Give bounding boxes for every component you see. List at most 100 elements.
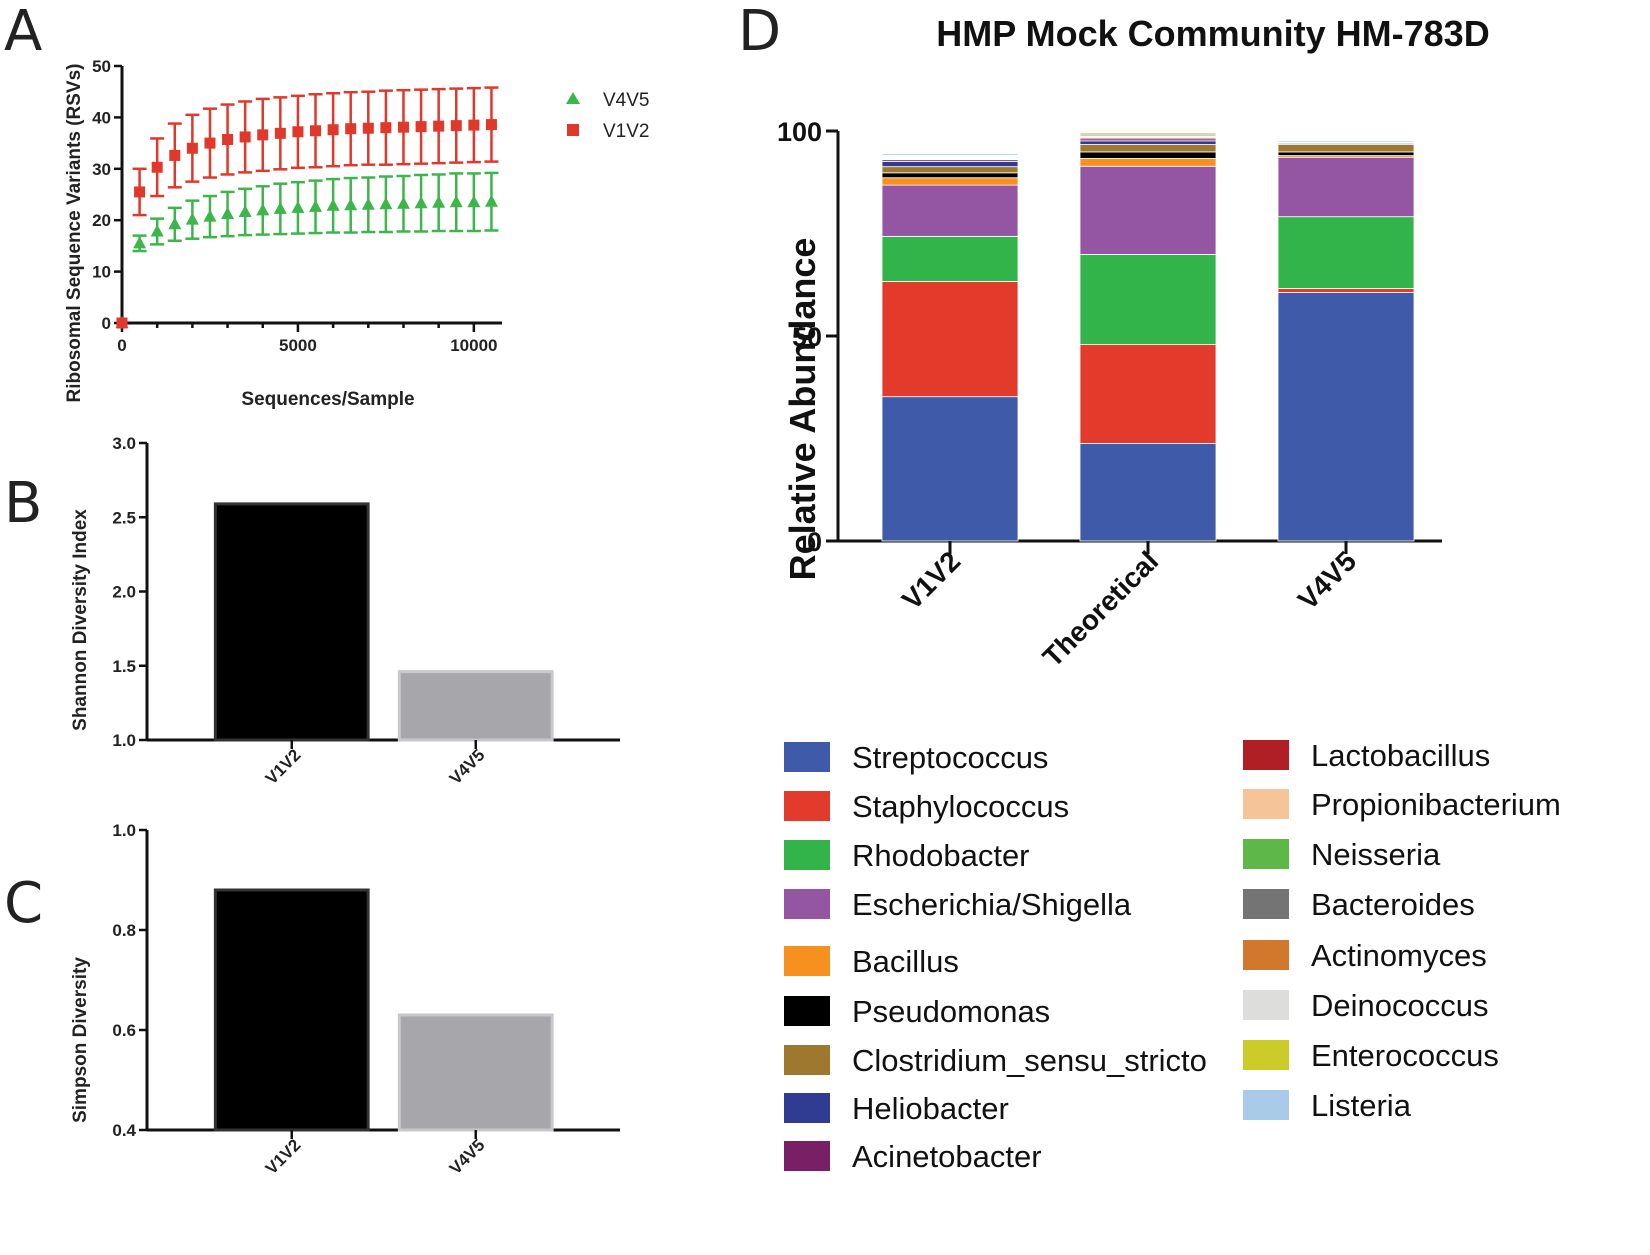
- segment-streptococcus: [881, 396, 1019, 542]
- legend-swatch-streptococcus: [784, 742, 830, 772]
- legend-marker-v4v5: [566, 92, 580, 104]
- panel-b-category-label: V4V5: [446, 745, 489, 788]
- legend-label-propionibacterium: Propionibacterium: [1311, 787, 1561, 822]
- panel-a-y-tick-label: 20: [92, 211, 111, 230]
- panel-b-y-tick-label: 2.5: [112, 508, 136, 527]
- legend-swatch-staphylococcus: [784, 791, 830, 821]
- segment-clostridium-sensu-stricto: [1079, 144, 1217, 153]
- panel-d-stacked-chart: HMP Mock Community HM-783D Relative Abun…: [777, 13, 1561, 1174]
- legend-swatch-escherichia-shigella: [784, 889, 830, 919]
- data-point: [134, 186, 146, 198]
- panel-c-bar-v4v5: [397, 1013, 554, 1132]
- data-point: [379, 197, 393, 210]
- panel-a-y-tick-label: 10: [92, 263, 111, 282]
- data-point: [309, 199, 323, 212]
- data-point: [256, 203, 270, 216]
- segment-staphylococcus: [1277, 288, 1415, 293]
- segment-pseudomonas: [881, 172, 1019, 179]
- panel-d-y-axis-title: Relative Abundance: [782, 238, 823, 581]
- segment-escherichia-shigella: [1079, 165, 1217, 255]
- panel-d-category-label: V1V2: [896, 545, 966, 615]
- panel-c-y-tick-label: 1.0: [112, 821, 136, 840]
- data-point: [450, 120, 462, 132]
- data-point: [414, 196, 428, 209]
- segment-bacillus: [1079, 158, 1217, 167]
- data-point: [484, 194, 498, 207]
- panel-d-y-tick-label: 50: [792, 322, 822, 352]
- panel-label-d: D: [738, 0, 781, 64]
- panel-d-title: HMP Mock Community HM-783D: [936, 13, 1489, 54]
- legend-label-v4v5: V4V5: [603, 90, 649, 111]
- panel-a-x-tick-label: 0: [117, 336, 126, 355]
- legend-label-pseudomonas: Pseudomonas: [852, 994, 1050, 1029]
- legend-swatch-deinococcus: [1243, 990, 1289, 1020]
- legend-label-heliobacter: Heliobacter: [852, 1091, 1009, 1126]
- panel-label-b: B: [4, 471, 42, 536]
- data-point: [133, 236, 147, 249]
- panel-a-legend: V4V5 V1V2: [566, 90, 649, 142]
- panel-b-y-tick-label: 2.0: [112, 583, 136, 602]
- panel-a-y-axis-title: Ribosomal Sequence Variants (RSVs): [64, 64, 85, 403]
- series-v4v5: [115, 171, 499, 328]
- data-point: [467, 195, 481, 208]
- segment-escherichia-shigella: [881, 184, 1019, 237]
- data-point: [449, 195, 463, 208]
- data-point: [432, 195, 446, 208]
- segment-streptococcus: [1277, 292, 1415, 542]
- panel-b-bar-v4v5: [397, 670, 554, 742]
- panel-d-legend: Streptococcus Staphylococcus Rhodobacter Es…: [784, 738, 1561, 1174]
- segment-rhodobacter: [1079, 254, 1217, 346]
- data-point: [291, 200, 305, 213]
- legend-label-acinetobacter: Acinetobacter: [852, 1139, 1042, 1174]
- legend-label-deinococcus: Deinococcus: [1311, 988, 1488, 1023]
- panel-a-y-tick-label: 0: [102, 314, 111, 333]
- data-point: [433, 120, 445, 132]
- legend-swatch-listeria: [1243, 1090, 1289, 1120]
- panel-a-x-tick-label: 5000: [279, 336, 317, 355]
- legend-swatch-lactobacillus: [1243, 740, 1289, 770]
- segment-clostridium-sensu-stricto: [881, 166, 1019, 174]
- panel-a-y-tick-label: 40: [92, 108, 111, 127]
- legend-swatch-enterococcus: [1243, 1040, 1289, 1070]
- legend-swatch-bacteroides: [1243, 889, 1289, 919]
- panel-c-y-tick-label: 0.8: [112, 921, 136, 940]
- segment-bacillus: [881, 177, 1019, 186]
- data-point: [204, 137, 216, 149]
- legend-swatch-pseudomonas: [784, 996, 830, 1026]
- series-v1v2: [116, 86, 499, 329]
- legend-label-v1v2: V1V2: [603, 121, 649, 142]
- data-point: [380, 122, 392, 134]
- panel-c-y-axis-title: Simpson Diversity: [70, 957, 91, 1123]
- legend-marker-v1v2: [567, 124, 579, 136]
- data-point: [203, 209, 217, 222]
- panel-b-y-tick-label: 1.0: [112, 731, 136, 750]
- panel-c-category-label: V1V2: [262, 1135, 305, 1178]
- legend-label-bacillus: Bacillus: [852, 944, 959, 979]
- data-point: [344, 198, 358, 211]
- stacked-bar-theoretical: [1079, 130, 1217, 542]
- data-point: [169, 149, 181, 161]
- legend-label-clostridium-sensu-stricto: Clostridium_sensu_stricto: [852, 1043, 1207, 1078]
- panel-a-y-tick-label: 30: [92, 160, 111, 179]
- data-point: [185, 212, 199, 225]
- panel-label-c: C: [4, 871, 43, 936]
- segment-rhodobacter: [1277, 216, 1415, 289]
- segment-staphylococcus: [1079, 344, 1217, 444]
- panel-d-category-label: V4V5: [1292, 545, 1362, 615]
- data-point: [150, 224, 164, 237]
- segment-rhodobacter: [881, 235, 1019, 282]
- data-point: [168, 217, 182, 230]
- data-point: [238, 204, 252, 217]
- segment-staphylococcus: [881, 281, 1019, 398]
- legend-swatch-heliobacter: [784, 1093, 830, 1123]
- panel-a-rarefaction-chart: Sequences/Sample Ribosomal Sequence Vari…: [64, 57, 649, 410]
- data-point: [326, 198, 340, 211]
- segment-escherichia-shigella: [1277, 156, 1415, 218]
- legend-label-neisseria: Neisseria: [1311, 837, 1441, 872]
- data-point: [273, 201, 287, 214]
- panel-c-y-tick-label: 0.4: [112, 1121, 136, 1140]
- legend-label-bacteroides: Bacteroides: [1311, 887, 1475, 922]
- legend-swatch-neisseria: [1243, 839, 1289, 869]
- panel-a-y-tick-label: 50: [92, 57, 111, 76]
